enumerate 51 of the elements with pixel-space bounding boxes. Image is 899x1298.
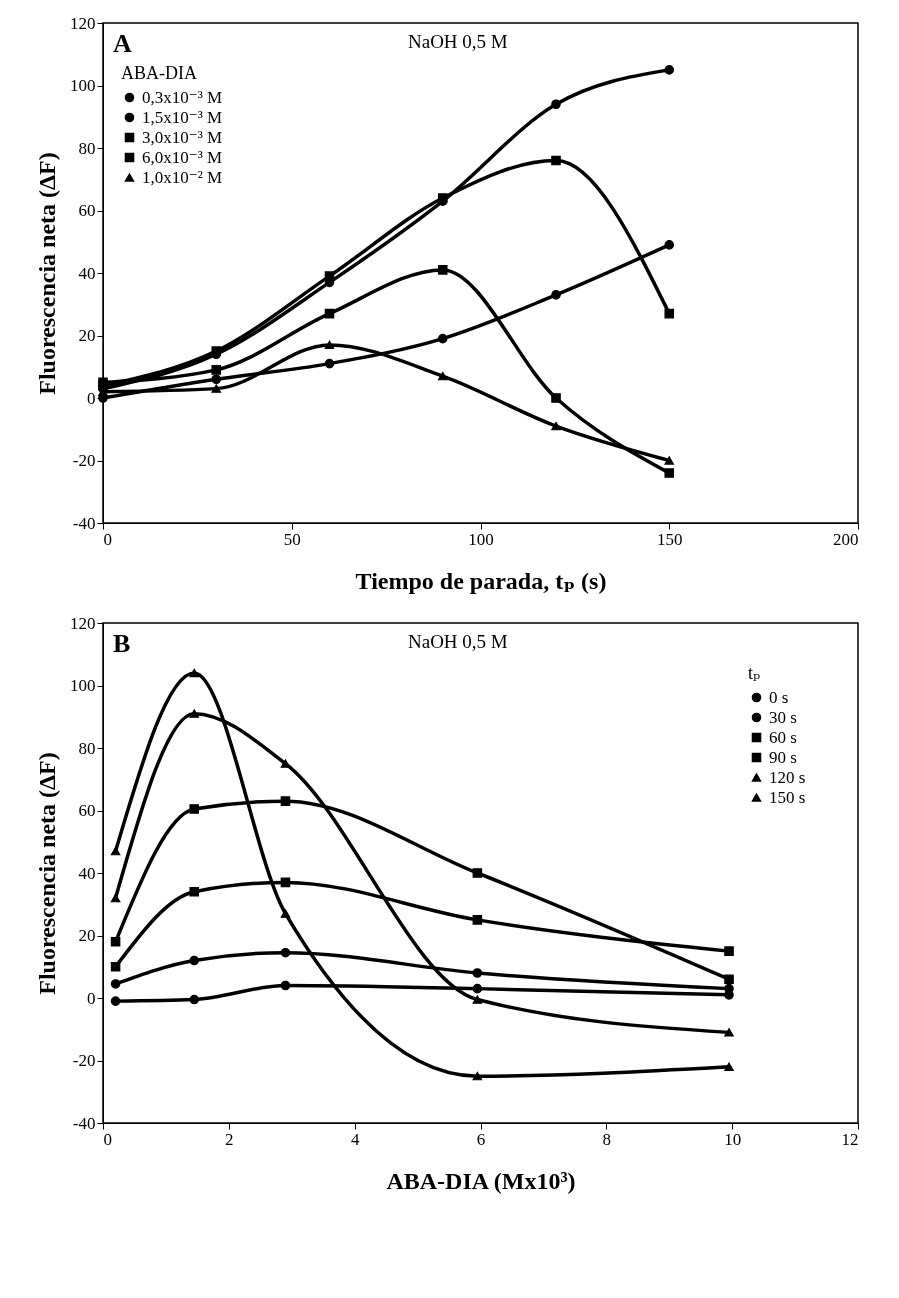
legend-label: 1,0x10⁻² M (142, 167, 223, 187)
y-tick-label: 20 (78, 326, 96, 345)
x-tick-label: 100 (468, 529, 494, 549)
legend-title: ABA-DIA (121, 63, 197, 83)
y-tick-label: 20 (78, 926, 96, 945)
y-tick-label: 0 (87, 388, 96, 408)
legend-label: 1,5x10⁻³ M (142, 107, 223, 127)
y-tick-label: 80 (78, 738, 96, 758)
y-tick-label: 120 (70, 613, 96, 633)
x-tick-label: 0 (103, 1129, 112, 1149)
y-tick-label: 100 (70, 676, 96, 695)
x-tick-label: 6 (476, 1129, 486, 1149)
legend-label: 90 s (769, 747, 797, 767)
y-tick-label: 0 (87, 988, 96, 1008)
y-tick-label: 100 (70, 76, 96, 95)
y-tick-label: -20 (72, 451, 96, 470)
annotation: NaOH 0,5 M (407, 631, 508, 652)
legend-label: 120 s (769, 767, 806, 787)
y-tick-label: 40 (78, 863, 96, 883)
x-tick-label: 2 (225, 1129, 234, 1149)
legend-label: 150 s (769, 787, 806, 807)
y-axis-title: Fluorescencia neta (ΔF) (34, 752, 60, 995)
y-tick-label: 60 (78, 801, 96, 820)
legend-label: 60 s (769, 727, 797, 747)
x-axis-title: Tiempo de parada, tₚ (s) (355, 567, 607, 594)
y-axis-title: Fluorescencia neta (ΔF) (34, 152, 60, 395)
x-tick-label: 200 (833, 529, 859, 549)
y-tick-label: 40 (78, 263, 96, 283)
legend-title: tₚ (748, 663, 761, 683)
annotation: B (113, 629, 131, 658)
x-tick-label: 8 (602, 1129, 612, 1149)
legend-label: 30 s (769, 707, 797, 727)
legend-label: 6,0x10⁻³ M (142, 147, 223, 167)
y-tick-label: -40 (72, 513, 96, 533)
x-tick-label: 12 (841, 1129, 859, 1149)
y-tick-label: 60 (78, 201, 96, 220)
annotation: A (113, 29, 132, 58)
y-tick-label: 120 (70, 13, 96, 33)
legend-label: 3,0x10⁻³ M (142, 127, 223, 147)
x-tick-label: 0 (103, 529, 112, 549)
annotation: NaOH 0,5 M (407, 31, 508, 52)
x-axis-title: ABA-DIA (Mx10³) (386, 1167, 576, 1194)
x-tick-label: 50 (283, 529, 301, 549)
y-tick-label: -20 (72, 1051, 96, 1070)
y-tick-label: -40 (72, 1113, 96, 1133)
x-tick-label: 4 (350, 1129, 360, 1149)
y-tick-label: 80 (78, 138, 96, 158)
x-tick-label: 10 (724, 1129, 742, 1149)
legend-label: 0,3x10⁻³ M (142, 87, 223, 107)
x-tick-label: 150 (657, 529, 683, 549)
legend-label: 0 s (769, 687, 789, 707)
